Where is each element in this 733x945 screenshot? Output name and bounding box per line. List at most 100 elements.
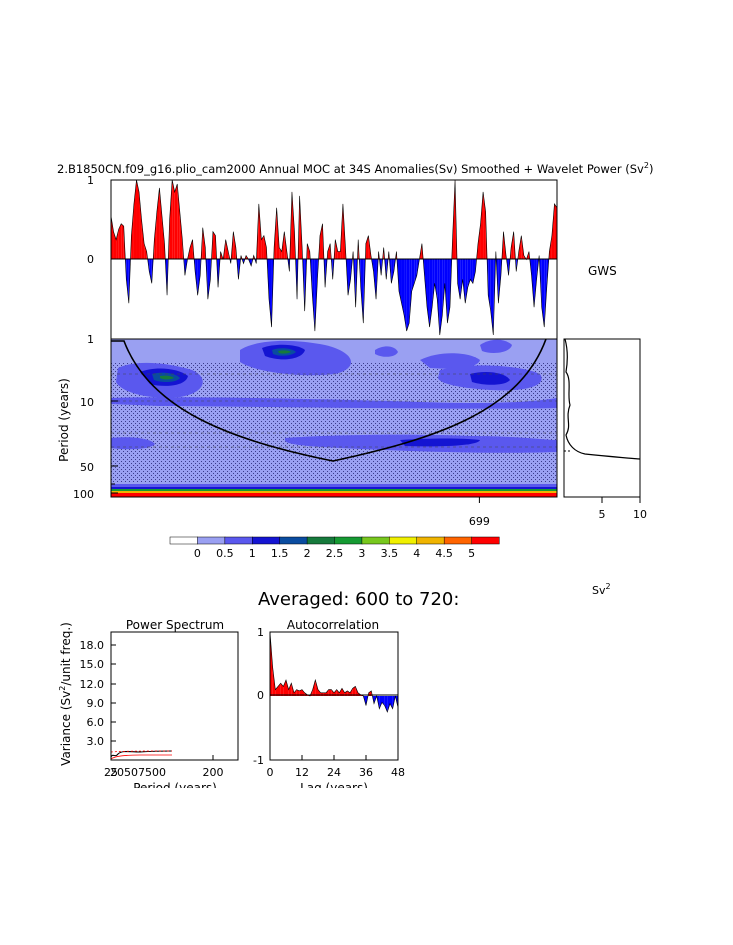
- ac-positive-segment: [315, 680, 318, 696]
- ac-positive-segment: [294, 689, 297, 696]
- timeseries-negative-segment: [437, 259, 440, 336]
- ac-positive-segment: [328, 689, 332, 696]
- ac-positive-segment: [302, 689, 305, 696]
- timeseries-negative-segment: [348, 259, 351, 296]
- timeseries-positive-segment: [212, 231, 216, 260]
- ps-ylabel: Variance (Sv2/unit freq.): [58, 622, 73, 766]
- timeseries-positive-segment: [518, 235, 522, 260]
- timeseries-negative-segment: [444, 259, 448, 324]
- figure-title: 2.B1850CN.f09_g16.plio_cam2000 Annual MO…: [57, 161, 653, 176]
- ac-xtick-label: 12: [295, 766, 309, 779]
- timeseries-negative-segment: [360, 259, 364, 324]
- wavelet-band: [111, 487, 557, 489]
- timeseries-positive-segment: [161, 215, 165, 260]
- ps-ytick-label: 6.0: [87, 716, 105, 729]
- timeseries-negative-segment: [432, 259, 435, 308]
- ac-xtick-label: 36: [359, 766, 373, 779]
- colorbar-swatch: [279, 536, 308, 545]
- timeseries-area: [110, 179, 558, 336]
- timeseries-positive-segment: [190, 239, 193, 260]
- gws-label: GWS: [588, 264, 617, 278]
- timeseries-positive-segment: [159, 187, 162, 260]
- timeseries-negative-segment: [447, 259, 450, 324]
- timeseries-negative-segment: [126, 259, 129, 304]
- ps-xtick-cluster: 20507500: [110, 766, 166, 779]
- ac-negative-segment: [390, 696, 393, 709]
- ps-ytick-label: 3.0: [87, 735, 105, 748]
- timeseries-negative-segment: [472, 259, 476, 284]
- ac-positive-segment: [331, 689, 334, 696]
- ps-xtick-label: 200: [203, 766, 224, 779]
- ps-title: Power Spectrum: [126, 618, 224, 632]
- timeseries-negative-segment: [534, 259, 537, 308]
- wav-ytick-label: 50: [80, 461, 94, 474]
- colorbar-swatch: [224, 536, 253, 545]
- wavelet-contour-level4: [278, 350, 291, 354]
- timeseries-negative-segment: [434, 259, 438, 300]
- timeseries-negative-segment: [195, 259, 198, 296]
- wavelet-contour-level2: [140, 344, 510, 447]
- ac-ytick-label: 0: [257, 689, 264, 702]
- ps-red-noise-line: [111, 754, 172, 760]
- timeseries-positive-segment: [291, 191, 295, 260]
- colorbar-label: 2: [304, 547, 311, 560]
- colorbar-label: 3.5: [381, 547, 399, 560]
- wav-ytick-label: 1: [87, 333, 94, 346]
- timeseries-positive-segment: [477, 223, 481, 260]
- wavelet-panel: 1 10 50 100 Period (years) 699: [57, 333, 558, 528]
- ac-negative-segment: [387, 696, 390, 712]
- averaged-label: Averaged: 600 to 720:: [258, 589, 459, 610]
- timeseries-negative-segment: [498, 259, 501, 304]
- wavelet-band: [111, 489, 557, 491]
- ac-ytick-label: -1: [253, 754, 264, 767]
- timeseries-negative-segment: [409, 259, 412, 324]
- colorbar-swatch: [334, 536, 363, 545]
- colorbar-label: 4: [413, 547, 420, 560]
- wav-ytick-label: 10: [80, 396, 94, 409]
- ac-positive-segment: [278, 683, 281, 696]
- colorbar-swatch: [443, 536, 473, 545]
- ac-positive-segment: [288, 683, 292, 696]
- timeseries-panel: 1 0 GWS: [87, 174, 617, 340]
- ac-positive-segment: [320, 692, 324, 696]
- timeseries-negative-segment: [312, 259, 315, 332]
- timeseries-negative-segment: [149, 259, 152, 284]
- timeseries-negative-segment: [467, 259, 471, 288]
- timeseries-positive-segment: [118, 223, 122, 260]
- timeseries-positive-segment: [136, 180, 140, 260]
- ac-positive-segment: [296, 689, 300, 696]
- timeseries-positive-segment: [169, 180, 173, 260]
- wavelet-band: [111, 484, 557, 487]
- wavelet-contour-level1: [111, 339, 557, 453]
- timeseries-positive-segment: [337, 251, 341, 260]
- timeseries-negative-segment: [411, 259, 415, 292]
- ac-area: [269, 631, 399, 713]
- timeseries-negative-segment: [391, 259, 394, 284]
- wav-xtick-label: 699: [469, 515, 490, 528]
- timeseries-negative-segment: [406, 259, 410, 332]
- ac-outline: [269, 631, 399, 713]
- timeseries-positive-segment: [480, 191, 484, 260]
- ac-xtick-label: 24: [327, 766, 341, 779]
- timeseries-positive-segment: [179, 211, 183, 260]
- timeseries-positive-segment: [258, 203, 262, 260]
- colorbar-swatch: [306, 536, 336, 545]
- timeseries-negative-segment: [465, 259, 468, 304]
- timeseries-positive-segment: [511, 231, 514, 260]
- timeseries-negative-segment: [442, 259, 445, 316]
- ac-xticks: [301, 755, 367, 760]
- power-spectrum-panel: Power Spectrum 18.0 15.0 12.0 9.0 6.0 3.…: [58, 618, 239, 795]
- timeseries-negative-segment: [424, 259, 428, 308]
- ac-positive-segment: [283, 680, 286, 696]
- ps-frame: [110, 631, 239, 761]
- colorbar-label: 1.5: [271, 547, 289, 560]
- timeseries-positive-segment: [335, 239, 338, 260]
- gws-xtick-label: 10: [633, 508, 647, 521]
- colorbar-label: 0: [194, 547, 201, 560]
- timeseries-positive-segment: [113, 231, 117, 260]
- timeseries-positive-segment: [551, 203, 555, 260]
- timeseries-positive-segment: [111, 215, 114, 260]
- timeseries-positive-segment: [327, 243, 331, 260]
- colorbar: 0 0.5 1 1.5 2 2.5 3 3.5 4 4.5 5: [169, 536, 500, 560]
